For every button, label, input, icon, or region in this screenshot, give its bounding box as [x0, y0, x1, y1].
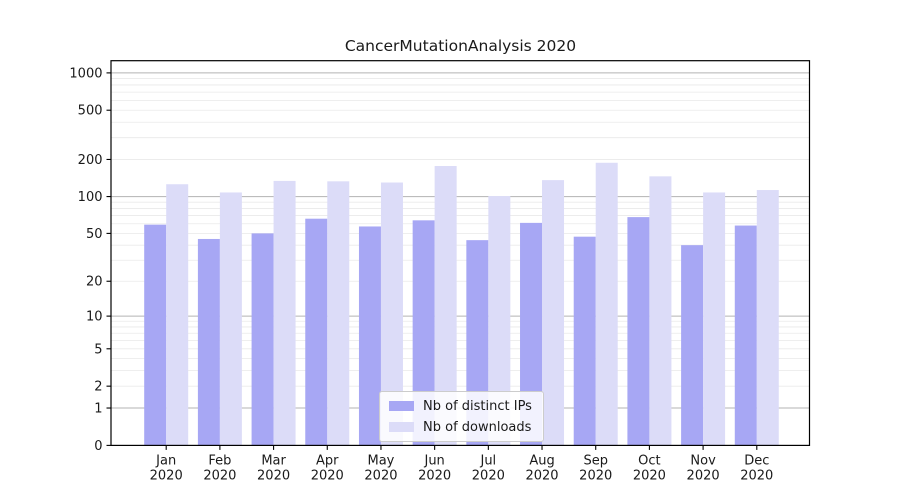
bar-distinct-ips-jun	[412, 220, 435, 446]
bar-downloads-aug	[542, 180, 565, 446]
x-tick-label-year: 2020	[311, 468, 344, 483]
x-tick-label-month: Oct	[638, 453, 660, 468]
x-tick-label-year: 2020	[740, 468, 773, 483]
y-tick-label: 0	[94, 439, 102, 454]
legend-swatch-downloads-icon	[389, 422, 414, 432]
x-tick-label-month: Apr	[316, 453, 339, 468]
x-tick-label-month: Jan	[155, 453, 176, 468]
bar-distinct-ips-sep	[573, 236, 596, 446]
x-tick-label-month: Feb	[208, 453, 231, 468]
y-tick-label: 50	[86, 227, 103, 242]
bar-distinct-ips-dec	[734, 225, 757, 446]
bar-distinct-ips-oct	[627, 217, 650, 446]
legend-swatch-distinct-ips-icon	[389, 401, 414, 411]
x-tick-label-month: Aug	[529, 453, 554, 468]
x-tick-label-month: Nov	[690, 453, 716, 468]
legend-label-downloads: Nb of downloads	[423, 419, 532, 435]
legend-label-distinct-ips: Nb of distinct IPs	[423, 398, 532, 414]
x-tick-label-year: 2020	[525, 468, 558, 483]
x-tick-label-year: 2020	[633, 468, 666, 483]
bar-downloads-jul	[488, 196, 511, 446]
bar-downloads-oct	[649, 176, 672, 446]
y-tick-label: 1	[94, 402, 102, 417]
x-tick-label-month: Dec	[744, 453, 769, 468]
y-tick-label: 5	[94, 342, 102, 357]
x-tick-label-month: Jul	[479, 453, 496, 468]
chart-title: CancerMutationAnalysis 2020	[344, 37, 577, 55]
bar-downloads-apr	[327, 181, 350, 446]
bar-downloads-nov	[703, 192, 726, 446]
y-tick-label: 500	[78, 104, 103, 119]
y-tick-label: 100	[78, 190, 103, 205]
y-tick-label: 20	[86, 275, 103, 290]
bar-distinct-ips-nov	[681, 245, 704, 446]
bar-distinct-ips-mar	[251, 233, 274, 446]
bar-distinct-ips-may	[358, 226, 381, 446]
y-tick-label: 200	[78, 153, 103, 168]
x-tick-label-year: 2020	[364, 468, 397, 483]
x-tick-label-year: 2020	[687, 468, 720, 483]
x-tick-label-year: 2020	[472, 468, 505, 483]
y-tick-label: 1000	[69, 66, 102, 81]
legend-item-distinct-ips: Nb of distinct IPs	[389, 397, 532, 415]
bar-downloads-sep	[595, 162, 618, 446]
bar-downloads-jun	[434, 166, 457, 446]
chart-legend: Nb of distinct IPs Nb of downloads	[379, 391, 544, 442]
bar-downloads-feb	[219, 192, 242, 446]
bar-downloads-may	[380, 182, 403, 446]
legend-item-downloads: Nb of downloads	[389, 418, 532, 436]
bar-distinct-ips-apr	[305, 218, 328, 446]
x-tick-label-year: 2020	[203, 468, 236, 483]
bar-distinct-ips-aug	[520, 222, 543, 446]
bar-distinct-ips-jan	[144, 224, 167, 446]
x-tick-label-year: 2020	[257, 468, 290, 483]
bar-downloads-jan	[166, 184, 189, 446]
y-tick-label: 2	[94, 380, 102, 395]
x-tick-label-year: 2020	[418, 468, 451, 483]
x-tick-label-month: May	[368, 453, 395, 468]
bar-downloads-dec	[756, 190, 779, 446]
x-tick-label-month: Mar	[261, 453, 286, 468]
x-tick-label-year: 2020	[579, 468, 612, 483]
x-tick-label-month: Jun	[423, 453, 444, 468]
plot-border	[110, 60, 811, 447]
x-tick-label-month: Sep	[583, 453, 608, 468]
x-tick-label-year: 2020	[150, 468, 183, 483]
bar-downloads-mar	[273, 180, 296, 446]
bar-distinct-ips-feb	[197, 238, 220, 446]
y-tick-label: 10	[86, 310, 103, 325]
